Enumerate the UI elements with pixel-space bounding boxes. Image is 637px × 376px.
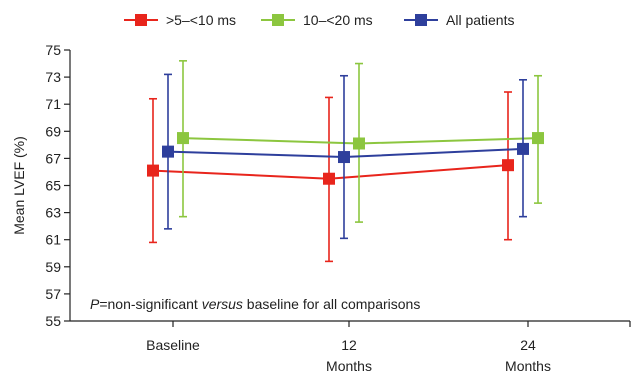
series-2 bbox=[177, 60, 544, 223]
legend-label: 10–<20 ms bbox=[303, 12, 373, 28]
data-point bbox=[532, 132, 544, 145]
legend-label: All patients bbox=[446, 12, 514, 28]
plot-area: 55 57 59 61 63 65 67 69 71 73 75 Baseline 12 Months 2… bbox=[45, 42, 631, 374]
data-point bbox=[177, 132, 189, 145]
y-tick-label: 75 bbox=[45, 42, 61, 58]
y-tick-label: 63 bbox=[45, 205, 61, 221]
y-tick-label: 67 bbox=[45, 150, 61, 166]
y-tick-label: 69 bbox=[45, 123, 61, 139]
y-tick-label: 73 bbox=[45, 69, 61, 85]
annotation-text: P=non-significant versus baseline for al… bbox=[90, 296, 420, 312]
x-tick-label-line2: Months bbox=[326, 358, 372, 374]
x-tick-label: 12 bbox=[341, 337, 357, 353]
legend-marker bbox=[135, 14, 147, 26]
series-layer bbox=[147, 60, 544, 263]
x-tick-label: Baseline bbox=[146, 337, 200, 353]
y-tick-label: 61 bbox=[45, 232, 61, 248]
data-point bbox=[323, 172, 335, 185]
y-tick-label: 55 bbox=[45, 313, 61, 329]
y-tick-label: 59 bbox=[45, 259, 61, 275]
legend-marker bbox=[272, 14, 284, 26]
x-tick-label-line2: Months bbox=[505, 358, 551, 374]
x-tick-label: 24 bbox=[520, 337, 536, 353]
series-1 bbox=[147, 91, 514, 263]
y-tick-label: 65 bbox=[45, 178, 61, 194]
data-point bbox=[162, 145, 174, 158]
data-point bbox=[147, 164, 159, 177]
data-point bbox=[338, 151, 350, 164]
annotation-p-symbol: P bbox=[90, 296, 100, 312]
y-ticks: 55 57 59 61 63 65 67 69 71 73 75 bbox=[45, 42, 70, 329]
x-ticks: Baseline 12 Months 24 Months bbox=[146, 321, 631, 374]
annotation-part1: =non-significant bbox=[99, 296, 201, 312]
legend: >5–<10 ms 10–<20 ms All patients bbox=[124, 12, 514, 28]
y-axis-label: Mean LVEF (%) bbox=[11, 136, 27, 235]
annotation-italic-word: versus bbox=[202, 296, 243, 312]
legend-label: >5–<10 ms bbox=[166, 12, 236, 28]
series-3 bbox=[162, 73, 529, 240]
legend-marker bbox=[415, 14, 427, 26]
data-point bbox=[353, 137, 365, 150]
y-tick-label: 57 bbox=[45, 286, 61, 302]
data-point bbox=[502, 159, 514, 172]
data-point bbox=[517, 142, 529, 155]
y-tick-label: 71 bbox=[45, 96, 61, 112]
annotation-part2: baseline for all comparisons bbox=[243, 296, 420, 312]
